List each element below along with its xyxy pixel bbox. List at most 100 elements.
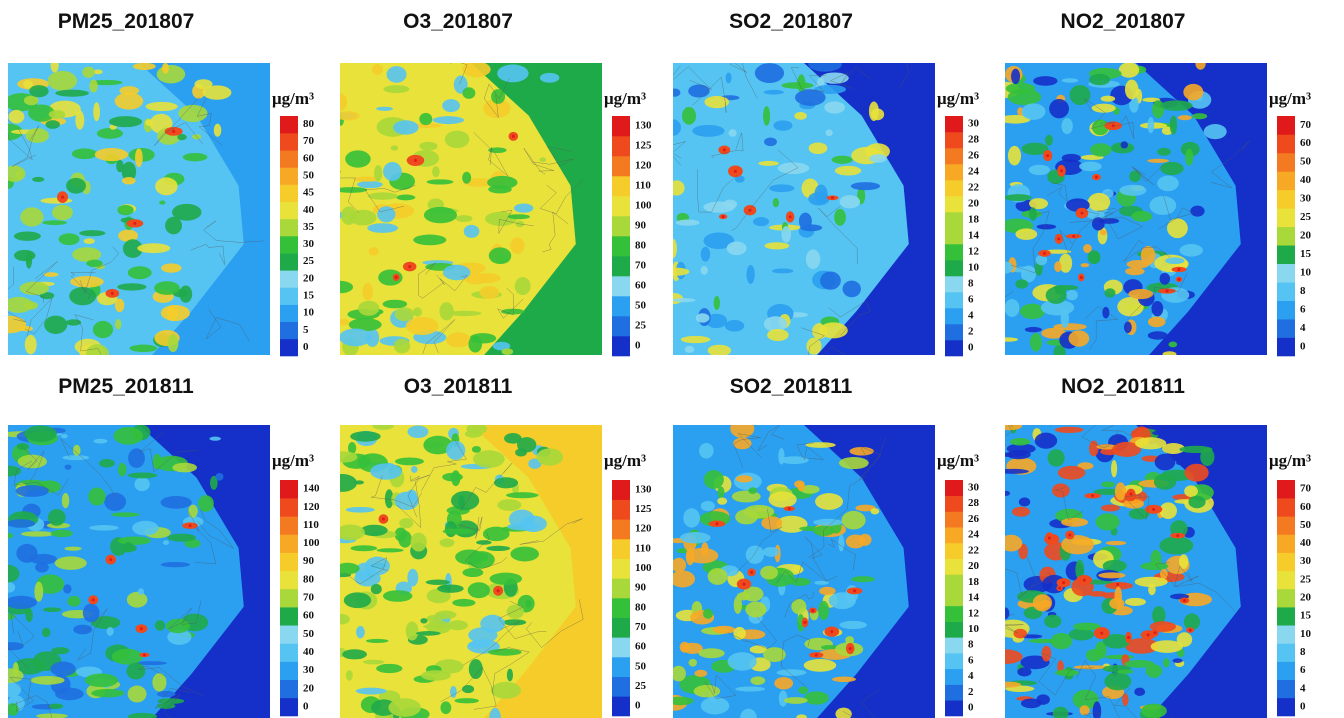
map-patch xyxy=(791,599,807,615)
boundary xyxy=(364,184,416,213)
map-hotspot-core xyxy=(733,169,737,173)
colorbar-band xyxy=(1277,300,1295,320)
map-patch xyxy=(1059,253,1073,273)
map-patch xyxy=(70,275,104,288)
map-patch xyxy=(449,686,457,698)
map-patch xyxy=(673,119,681,136)
map-patch xyxy=(1147,117,1155,134)
map-patch xyxy=(340,473,358,492)
map-patch xyxy=(1104,288,1116,298)
map-hotspot-core xyxy=(1047,536,1051,540)
map-patch xyxy=(442,264,471,281)
boundary xyxy=(19,444,45,482)
map-patch xyxy=(393,120,419,135)
colorbar-band xyxy=(945,558,963,575)
map-patch xyxy=(813,518,843,526)
map-patch xyxy=(1061,153,1081,163)
map-patch xyxy=(1005,299,1020,317)
unit-label: μg/m³ xyxy=(272,89,314,108)
map-hotspot-core xyxy=(848,647,852,651)
colorbar-band xyxy=(945,308,963,325)
colorbar-tick-label: 26 xyxy=(968,150,980,162)
map-patch xyxy=(393,338,411,354)
map-patch xyxy=(17,454,47,469)
panel: PM25_201811 μg/m³ 0 20 30 40 50 60 70 80 90 100 110 1… xyxy=(8,375,320,718)
colorbar-tick-label: 120 xyxy=(635,160,652,172)
colorbar-band xyxy=(280,321,298,340)
panel-title: PM25_201807 xyxy=(58,10,195,33)
map-patch xyxy=(1152,100,1165,119)
map-patch xyxy=(1021,634,1043,639)
colorbar-tick-label: 10 xyxy=(1300,266,1312,278)
map-patch xyxy=(1090,143,1112,157)
map-patch xyxy=(869,154,887,163)
map-patch xyxy=(831,155,853,164)
map-patch xyxy=(8,109,25,124)
map-patch xyxy=(8,595,38,609)
colorbar-band xyxy=(1277,552,1295,572)
map-patch xyxy=(350,431,381,442)
map-patch xyxy=(72,247,102,262)
unit-label: μg/m³ xyxy=(604,451,646,470)
map-patch xyxy=(16,543,38,563)
colorbar-tick-label: 120 xyxy=(303,501,320,513)
boundary xyxy=(757,425,785,452)
map-patch xyxy=(1162,443,1185,455)
map-patch xyxy=(382,590,413,602)
colorbar-band xyxy=(280,552,298,572)
boundary xyxy=(371,475,423,508)
map-patch xyxy=(736,592,750,601)
colorbar-band xyxy=(1277,643,1295,662)
colorbar-tick-label: 90 xyxy=(635,582,647,594)
colorbar-band xyxy=(1277,534,1295,553)
colorbar-tick-label: 18 xyxy=(968,576,980,588)
map-patch xyxy=(1147,316,1166,328)
colorbar-band xyxy=(945,260,963,277)
map-patch xyxy=(1168,341,1178,348)
colorbar-band xyxy=(612,316,630,337)
map-patch xyxy=(440,701,452,715)
map-patch xyxy=(794,480,805,488)
boundary xyxy=(457,516,483,539)
map-patch xyxy=(684,345,695,353)
colorbar-tick-label: 24 xyxy=(968,529,980,541)
map-patch xyxy=(1134,437,1167,450)
map-patch xyxy=(368,247,379,256)
map-patch xyxy=(749,645,768,654)
map-patch xyxy=(1128,288,1154,300)
map-patch xyxy=(155,177,178,196)
map-patch xyxy=(815,493,844,510)
colorbar-tick-label: 40 xyxy=(303,204,315,216)
map-patch xyxy=(1045,134,1053,146)
map-patch xyxy=(194,79,213,89)
map-patch xyxy=(370,583,382,595)
map-patch xyxy=(1007,88,1042,106)
map-patch xyxy=(1112,441,1141,457)
map-patch xyxy=(1177,115,1192,121)
boundary xyxy=(1011,211,1050,274)
map-hotspot-core xyxy=(1129,492,1133,496)
map-patch xyxy=(479,286,500,299)
map-patch xyxy=(1183,83,1204,101)
map-patch xyxy=(8,296,33,313)
map-patch xyxy=(58,233,80,246)
map-patch xyxy=(761,516,783,530)
map-patch xyxy=(1102,559,1127,573)
map-patch xyxy=(758,160,779,166)
map-patch xyxy=(446,440,466,460)
map-patch xyxy=(367,223,398,233)
map-patch xyxy=(680,335,711,344)
map-patch xyxy=(1010,437,1031,446)
map-hotspot-core xyxy=(1072,234,1076,238)
boundary xyxy=(781,634,810,688)
map-patch xyxy=(462,685,475,694)
map-patch xyxy=(340,93,348,111)
map-patch xyxy=(868,101,879,122)
map-patch xyxy=(172,462,197,473)
map-patch xyxy=(50,529,73,538)
map-patch xyxy=(462,87,476,99)
map-patch xyxy=(8,465,22,477)
map-patch xyxy=(1160,568,1168,580)
map-patch xyxy=(1051,483,1070,498)
boundary xyxy=(1017,557,1052,600)
